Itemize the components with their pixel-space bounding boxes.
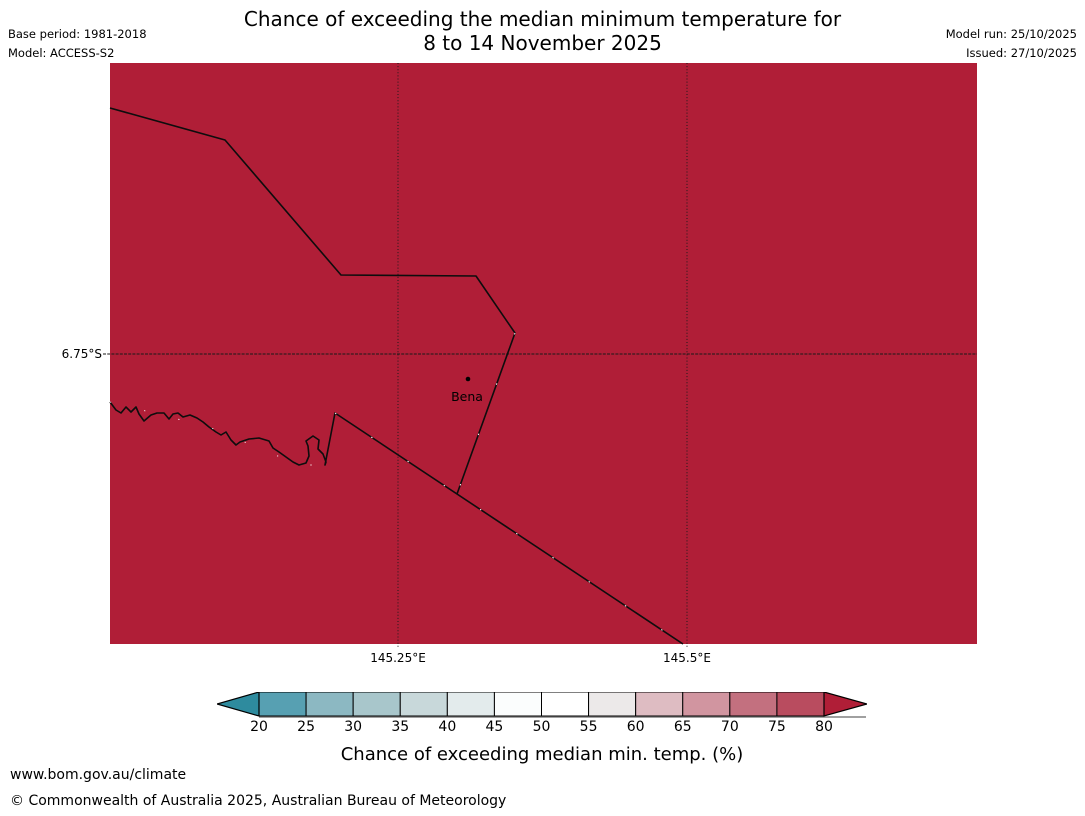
colorbar-graphic [214, 691, 870, 718]
footer-url: www.bom.gov.au/climate [10, 767, 187, 783]
map-region: Bena [103, 63, 977, 648]
colorbar-tick-70: 70 [720, 719, 739, 735]
lon-tick-label-1: 145.25°E [370, 651, 426, 665]
colorbar-tick-20: 20 [250, 719, 268, 735]
page-title-line1: Chance of exceeding the median minimum t… [243, 7, 842, 31]
colorbar-segment-40 [446, 691, 495, 717]
district-boundary-line [109, 107, 516, 495]
river-dash-marks [334, 412, 684, 645]
colorbar-tick-60: 60 [626, 719, 645, 735]
colorbar-segment-65 [682, 691, 731, 717]
colorbar-tick-30: 30 [344, 719, 363, 735]
base-period-label: Base period: 1981-2018 [8, 27, 147, 41]
town-label-bena: Bena [451, 389, 483, 404]
colorbar-tick-45: 45 [485, 719, 504, 735]
colorbar-tick-25: 25 [297, 719, 315, 735]
colorbar [214, 691, 870, 719]
colorbar-tick-35: 35 [391, 719, 410, 735]
colorbar-segment-30 [352, 691, 401, 717]
town-marker-dot [465, 376, 471, 382]
colorbar-segment-45 [493, 691, 542, 717]
colorbar-segment-50 [541, 691, 590, 717]
colorbar-segment-70 [729, 691, 778, 717]
page-title-line2: 8 to 14 November 2025 [423, 31, 662, 55]
river-line [109, 401, 684, 645]
colorbar-segment-25 [305, 691, 354, 717]
colorbar-under-arrow [214, 691, 260, 717]
colorbar-tick-55: 55 [579, 719, 598, 735]
colorbar-tick-80: 80 [815, 719, 833, 735]
colorbar-tick-75: 75 [767, 719, 786, 735]
colorbar-tick-50: 50 [532, 719, 551, 735]
footer-copyright: © Commonwealth of Australia 2025, Austra… [10, 793, 507, 809]
issued-label: Issued: 27/10/2025 [966, 46, 1077, 60]
colorbar-tick-40: 40 [438, 719, 457, 735]
model-label: Model: ACCESS-S2 [8, 46, 115, 60]
model-run-label: Model run: 25/10/2025 [945, 27, 1077, 41]
colorbar-caption: Chance of exceeding median min. temp. (%… [340, 744, 744, 765]
lon-tick-label-2: 145.5°E [663, 651, 711, 665]
lat-tick-label: 6.75°S [61, 347, 102, 361]
colorbar-over-arrow [823, 691, 870, 717]
colorbar-segment-55 [588, 691, 637, 717]
colorbar-segment-60 [635, 691, 684, 717]
map-linework [103, 63, 977, 648]
colorbar-segment-75 [776, 691, 825, 717]
colorbar-segment-35 [399, 691, 448, 717]
colorbar-tick-65: 65 [673, 719, 692, 735]
colorbar-segment-20 [258, 691, 307, 717]
